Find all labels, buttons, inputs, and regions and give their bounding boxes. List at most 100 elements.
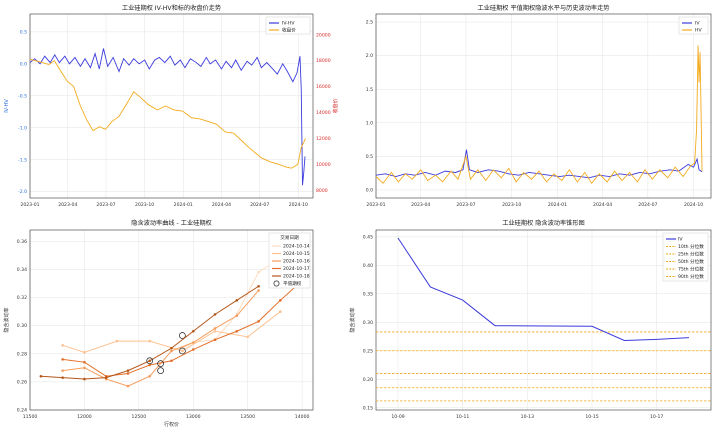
legend-label: 10th 分位数 — [678, 243, 704, 250]
data-point — [148, 363, 152, 367]
data-point — [213, 327, 217, 330]
data-point — [61, 376, 64, 379]
data-point — [83, 351, 86, 354]
y2-tick-label: 14000 — [316, 110, 331, 116]
legend: 交易日期2024-10-142024-10-152024-10-162024-1… — [268, 232, 311, 289]
y-tick-label: 0.34 — [17, 267, 27, 273]
y-tick-label: -2.0 — [18, 189, 27, 195]
data-point — [115, 339, 119, 343]
data-point — [235, 299, 239, 302]
legend-label: 2024-10-18 — [283, 274, 310, 280]
plot-frame — [375, 13, 712, 199]
y2-tick-label: 8000 — [316, 188, 328, 194]
x-tick-label: 2024-04 — [593, 202, 612, 208]
y2-tick-label: 10000 — [316, 162, 331, 168]
data-point — [213, 329, 217, 333]
legend-label: HV — [695, 28, 702, 34]
data-point — [213, 338, 217, 341]
x-tick-label: 2024-04 — [212, 202, 231, 208]
legend-label: 2024-10-17 — [283, 266, 310, 272]
data-point — [279, 310, 282, 313]
series-2024-10-15 — [61, 310, 282, 355]
data-point — [61, 344, 64, 347]
data-point — [191, 329, 195, 333]
data-point — [126, 369, 130, 372]
x-tick-label: 14000 — [295, 414, 310, 420]
chart-volatility-cone: 10-09 10-11 10-13 10-15 10-17 0.15 0.20 0.25 0.3… — [349, 219, 712, 420]
x-tick-label: 2024-10 — [684, 202, 703, 208]
y-tick-label: 0.0 — [366, 188, 373, 194]
chart-title: 工业硅期权 平值期权隐波水平与历史波动率走势 — [478, 4, 610, 12]
legend-box — [662, 232, 709, 282]
x-tick-label: 10-09 — [391, 414, 404, 420]
data-point — [148, 374, 152, 378]
y-tick-label: 0.20 — [363, 377, 373, 383]
y-tick-label: 1.5 — [366, 87, 373, 93]
plot-frame — [29, 229, 314, 411]
y-tick-label: 2.0 — [366, 53, 373, 59]
series-line-iv — [397, 237, 690, 342]
legend-title: 交易日期 — [280, 234, 299, 241]
atm-marker — [179, 347, 186, 355]
x-tick-label: 2023-04 — [411, 202, 430, 208]
x-tick-label: 2023-10 — [502, 202, 521, 208]
y2-tick-label: 20000 — [316, 32, 331, 38]
data-point — [83, 360, 86, 364]
legend-box — [678, 16, 709, 35]
legend-label: IV — [678, 237, 683, 243]
y-tick-label: 0.30 — [363, 320, 373, 326]
x-axis-label: 行权价 — [164, 421, 179, 428]
data-point — [39, 374, 43, 378]
data-point — [246, 335, 249, 339]
chart-volatility-smile: 11500 12000 12500 13000 13500 14000 0.24 0.26 0.… — [3, 219, 314, 428]
y-tick-label: -0.5 — [18, 93, 27, 99]
y-axis-label: 隐含波动率 — [349, 307, 356, 332]
legend-label: IV — [695, 21, 700, 27]
data-point — [257, 284, 260, 288]
y-tick-label: 2.5 — [366, 20, 373, 26]
data-point — [148, 359, 152, 363]
smile-line — [62, 311, 281, 353]
data-point — [126, 372, 130, 375]
data-point — [61, 369, 64, 372]
x-tick-label: 2024-01 — [548, 202, 567, 208]
legend-label: 75th 分位数 — [678, 266, 704, 273]
legend-atm-label: 平值期权 — [283, 280, 302, 287]
legend-label: 2024-10-16 — [283, 259, 310, 265]
x-tick-label: 2024-01 — [174, 202, 193, 208]
x-tick-label: 10-13 — [521, 414, 534, 420]
y-tick-label: 1.0 — [366, 120, 373, 126]
data-point — [257, 270, 260, 274]
data-point — [213, 313, 217, 316]
x-tick-label: 2024-07 — [638, 202, 657, 208]
x-tick-label: 2023-07 — [96, 202, 115, 208]
x-tick-label: 11500 — [23, 414, 38, 420]
series-2024-10-16 — [61, 289, 260, 388]
x-tick-label: 2023-07 — [456, 202, 475, 208]
x-tick-label: 2024-10 — [289, 202, 308, 208]
data-point — [181, 349, 184, 353]
y-tick-label: 0.26 — [17, 379, 27, 385]
plot-frame — [375, 229, 712, 411]
chart-iv-hv-history: 2023-01 2023-04 2023-07 2023-10 2024-01 2024-… — [366, 4, 712, 208]
x-tick-label: 12500 — [132, 414, 147, 420]
y-tick-label: 0.5 — [366, 154, 373, 160]
chart-title: 工业硅期权 隐含波动率锥形图 — [502, 219, 584, 227]
data-point — [83, 366, 86, 370]
smile-line — [62, 280, 303, 377]
legend-label: IV-HV — [282, 21, 295, 27]
data-point — [126, 384, 130, 388]
series-line-iv-hv — [29, 48, 306, 186]
atm-marker — [157, 360, 164, 367]
y-tick-label: -1.5 — [18, 157, 27, 163]
atm-marker — [179, 332, 186, 339]
y2-tick-label: 18000 — [316, 58, 331, 64]
legend-label: 2024-10-15 — [283, 251, 310, 257]
x-tick-label: 13000 — [186, 414, 201, 420]
x-tick-label: 10-17 — [650, 414, 663, 420]
series-line-close — [29, 58, 306, 169]
x-tick-label: 2023-01 — [20, 202, 39, 208]
